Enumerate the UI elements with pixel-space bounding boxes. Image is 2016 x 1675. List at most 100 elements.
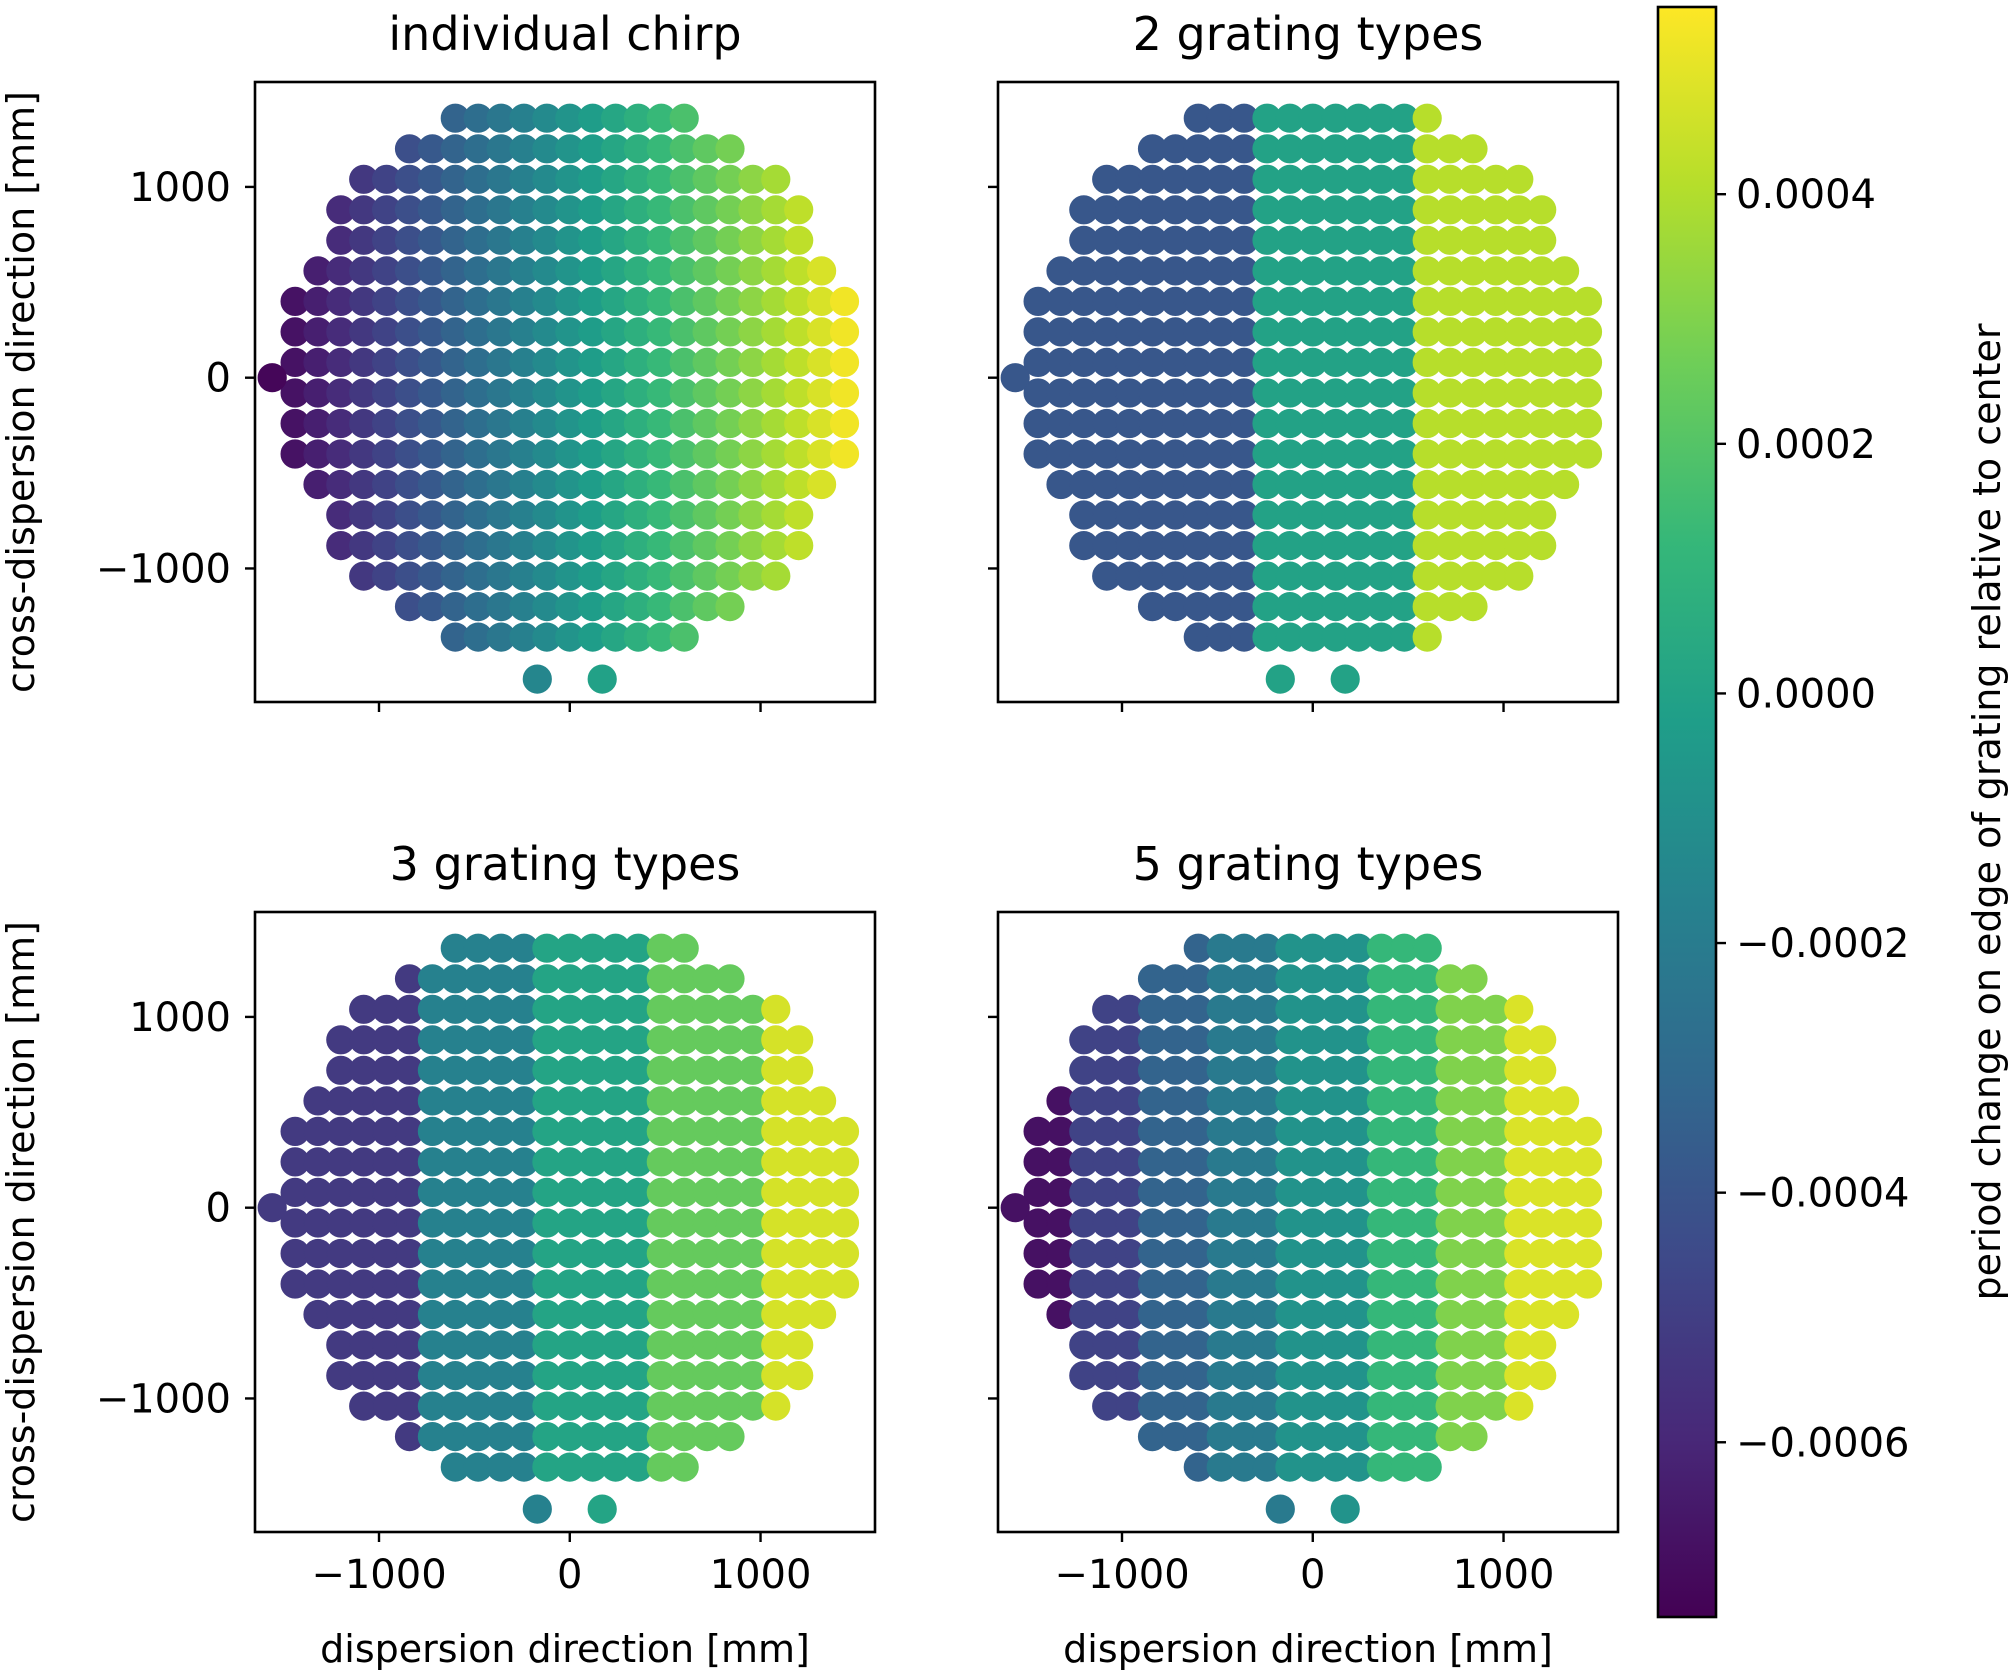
grating-point xyxy=(1527,1055,1557,1085)
grating-point xyxy=(829,408,860,439)
panel-2-grating-types: 2 grating types xyxy=(988,7,1620,712)
grating-point xyxy=(829,439,860,469)
grating-point xyxy=(1504,164,1534,194)
grating-point xyxy=(829,317,860,347)
grating-point xyxy=(829,1147,860,1177)
colorbar-tick-label: 0.0004 xyxy=(1736,172,1876,218)
grating-point xyxy=(1527,1025,1557,1055)
grating-point xyxy=(1572,378,1603,408)
grating-point xyxy=(1412,622,1442,652)
grating-point xyxy=(806,1299,837,1330)
grating-point xyxy=(829,1269,860,1299)
grating-point xyxy=(1549,1299,1580,1330)
colorbar-tick-label: 0.0000 xyxy=(1736,671,1876,717)
grating-point xyxy=(1527,1330,1557,1360)
x-tick-label: 1000 xyxy=(710,1552,812,1598)
y-tick-label: −1000 xyxy=(96,1376,231,1422)
grating-point xyxy=(1504,1391,1534,1421)
grating-point xyxy=(784,225,814,255)
grating-point xyxy=(1549,256,1580,286)
colorbar-label: period change on edge of grating relativ… xyxy=(1965,323,2009,1300)
grating-point xyxy=(1572,1208,1603,1238)
grating-point xyxy=(829,1116,860,1147)
panel-title: 5 grating types xyxy=(1133,837,1484,891)
grating-point xyxy=(1330,1494,1360,1524)
y-tick-label: −1000 xyxy=(96,546,231,592)
grating-point xyxy=(806,256,837,286)
grating-point xyxy=(1412,1452,1442,1482)
grating-point xyxy=(1572,1147,1603,1177)
grating-point xyxy=(829,1208,860,1238)
grating-point xyxy=(829,347,860,377)
y-tick-label: 0 xyxy=(206,356,231,402)
grating-point xyxy=(761,994,791,1024)
grating-point xyxy=(1458,1421,1488,1452)
axis-ticks: 1000 0 −1000 xyxy=(96,165,762,712)
x-tick-label: 0 xyxy=(557,1552,582,1598)
grating-point xyxy=(587,664,617,694)
grating-point xyxy=(784,500,814,530)
grating-point xyxy=(715,591,745,622)
axes-frame xyxy=(996,80,1620,704)
colorbar-gradient xyxy=(1658,7,1716,1617)
grating-point xyxy=(1458,134,1488,164)
grating-point xyxy=(715,134,745,164)
grating-point xyxy=(257,1193,287,1223)
x-axis-label-left: dispersion direction [mm] xyxy=(320,1627,810,1671)
grating-point xyxy=(1458,591,1488,622)
grating-point xyxy=(1458,964,1488,994)
colorbar-tick-label: −0.0004 xyxy=(1736,1171,1909,1217)
grating-point xyxy=(761,1391,791,1421)
grating-point xyxy=(1572,1177,1603,1208)
grating-point xyxy=(1549,1086,1580,1116)
grating-point xyxy=(522,664,552,694)
axis-ticks: −1000 0 1000 1000 0 −1000 xyxy=(96,995,812,1598)
panel-5-grating-types: 5 grating types −1000 0 1000 xyxy=(988,837,1620,1598)
panel-title: individual chirp xyxy=(388,7,741,61)
grating-point xyxy=(669,1452,699,1482)
y-axis-label-bottom: cross-dispersion direction [mm] xyxy=(0,921,43,1523)
grating-point xyxy=(715,964,745,994)
grating-point xyxy=(1504,994,1534,1024)
panel-individual-chirp: individual chirp 1000 0 −1000 xyxy=(96,7,877,712)
scatter-points xyxy=(1000,933,1603,1524)
colorbar-tick-label: −0.0002 xyxy=(1736,921,1909,967)
scatter-points xyxy=(257,933,860,1524)
x-tick-label: −1000 xyxy=(311,1552,446,1598)
grating-point xyxy=(669,103,699,133)
grating-point xyxy=(806,469,837,500)
grating-point xyxy=(829,378,860,408)
grating-point xyxy=(806,1086,837,1116)
axis-ticks xyxy=(988,185,1505,712)
scatter-points xyxy=(1000,103,1603,694)
colorbar-tick-label: −0.0006 xyxy=(1736,1420,1909,1466)
y-tick-label: 1000 xyxy=(129,165,231,211)
grating-point xyxy=(784,530,814,561)
grating-point xyxy=(1265,1494,1295,1524)
grating-point xyxy=(715,1421,745,1452)
x-tick-label: −1000 xyxy=(1054,1552,1189,1598)
grating-point xyxy=(1412,103,1442,133)
grating-point xyxy=(784,1360,814,1391)
grating-point xyxy=(522,1494,552,1524)
axis-ticks: −1000 0 1000 xyxy=(988,1015,1554,1598)
colorbar-tick-label: 0.0002 xyxy=(1736,422,1876,468)
grating-point xyxy=(1572,317,1603,347)
grating-point xyxy=(784,1330,814,1360)
axes-frame xyxy=(996,910,1620,1534)
grating-point xyxy=(829,1177,860,1208)
grating-point xyxy=(1527,1360,1557,1391)
axes-frame xyxy=(253,80,877,704)
grating-point xyxy=(1572,1238,1603,1269)
grating-point xyxy=(1330,664,1360,694)
grating-point xyxy=(257,363,287,393)
colorbar-ticks: 0.0004 0.0002 0.0000 −0.0002 −0.0004 −0.0006 xyxy=(1716,172,1909,1466)
axes-frame xyxy=(253,910,877,1534)
panel-3-grating-types: 3 grating types −1000 0 1000 1000 0 −1000 xyxy=(96,837,877,1598)
y-axis-label-top: cross-dispersion direction [mm] xyxy=(0,91,43,693)
y-tick-label: 0 xyxy=(206,1186,231,1232)
grating-point xyxy=(1572,1116,1603,1147)
x-tick-label: 0 xyxy=(1300,1552,1325,1598)
grating-point xyxy=(1527,500,1557,530)
